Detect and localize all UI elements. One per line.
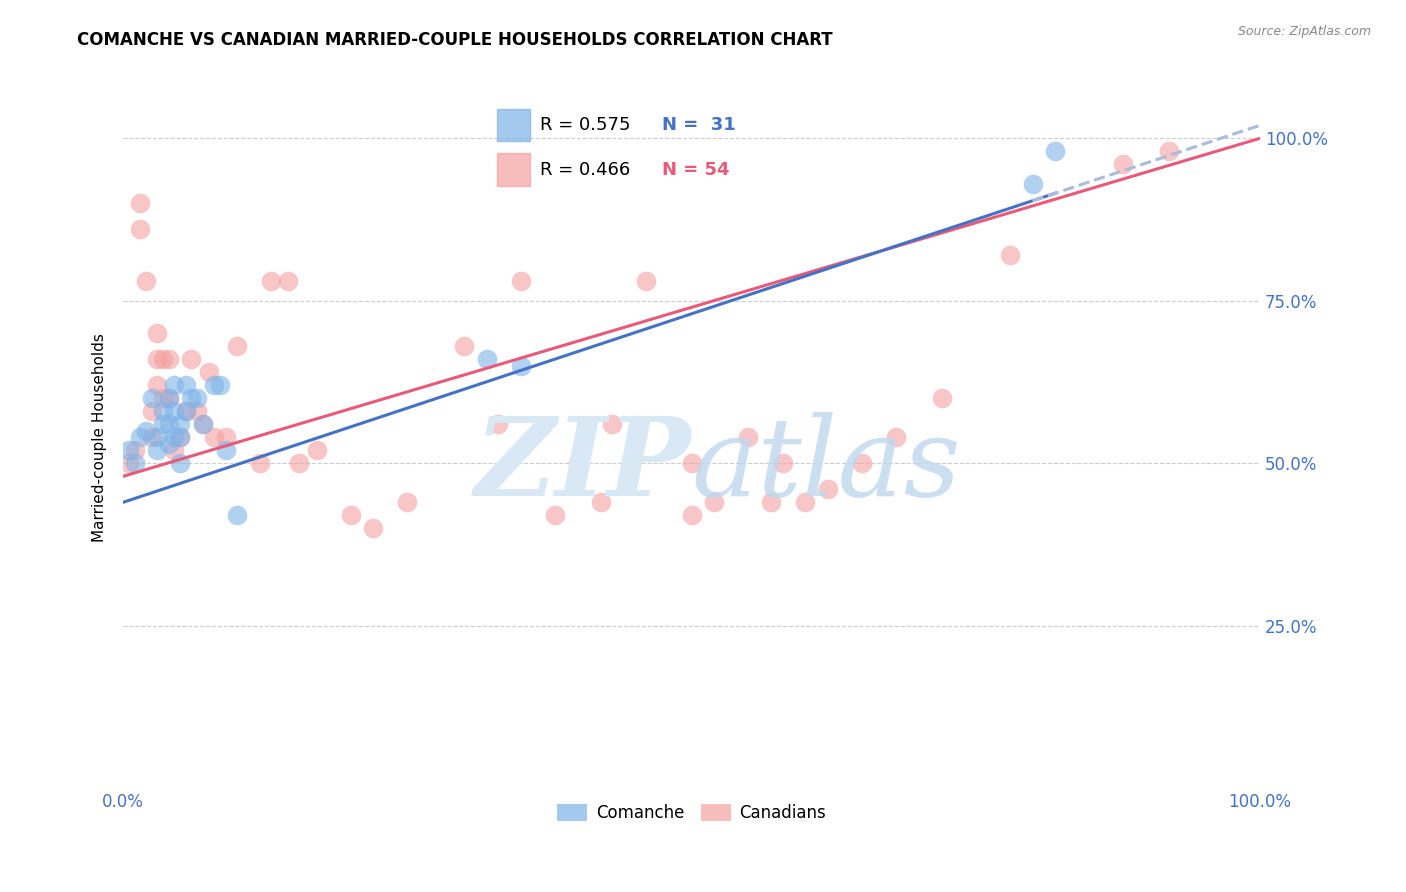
- Point: [681, 456, 703, 470]
- Point: [118, 443, 141, 458]
- Point: [129, 196, 152, 211]
- Point: [174, 404, 197, 418]
- Text: atlas: atlas: [692, 411, 962, 519]
- Point: [1021, 177, 1043, 191]
- Point: [202, 430, 225, 444]
- Point: [124, 456, 146, 470]
- Point: [186, 404, 208, 418]
- Point: [226, 508, 249, 523]
- Point: [146, 443, 169, 458]
- Point: [146, 378, 169, 392]
- Point: [163, 443, 186, 458]
- Point: [884, 430, 907, 444]
- Point: [681, 508, 703, 523]
- Point: [169, 417, 191, 432]
- Point: [305, 443, 328, 458]
- Point: [180, 392, 202, 406]
- Point: [152, 392, 174, 406]
- Point: [214, 443, 236, 458]
- Point: [191, 417, 214, 432]
- Point: [817, 483, 839, 497]
- Point: [129, 430, 152, 444]
- Point: [157, 392, 180, 406]
- Point: [396, 495, 419, 509]
- Point: [146, 352, 169, 367]
- Point: [1045, 145, 1067, 159]
- Point: [226, 339, 249, 353]
- Point: [129, 222, 152, 236]
- Point: [737, 430, 759, 444]
- Point: [486, 417, 509, 432]
- Point: [197, 365, 219, 379]
- Point: [157, 352, 180, 367]
- Point: [152, 352, 174, 367]
- Text: Source: ZipAtlas.com: Source: ZipAtlas.com: [1237, 25, 1371, 38]
- Point: [169, 456, 191, 470]
- Point: [141, 404, 163, 418]
- Point: [759, 495, 782, 509]
- Point: [339, 508, 361, 523]
- Point: [260, 274, 283, 288]
- Point: [191, 417, 214, 432]
- Point: [998, 248, 1021, 262]
- Point: [169, 430, 191, 444]
- Point: [1157, 145, 1180, 159]
- Point: [510, 359, 533, 373]
- Point: [174, 378, 197, 392]
- Point: [152, 417, 174, 432]
- Y-axis label: Married-couple Households: Married-couple Households: [93, 333, 107, 541]
- Point: [146, 430, 169, 444]
- Point: [202, 378, 225, 392]
- Point: [146, 326, 169, 341]
- Text: ZIP: ZIP: [475, 411, 692, 519]
- Point: [152, 404, 174, 418]
- Point: [141, 392, 163, 406]
- Point: [135, 424, 157, 438]
- Point: [772, 456, 794, 470]
- Point: [600, 417, 623, 432]
- Point: [277, 274, 299, 288]
- Point: [186, 392, 208, 406]
- Point: [157, 417, 180, 432]
- Point: [510, 274, 533, 288]
- Point: [931, 392, 953, 406]
- Point: [636, 274, 658, 288]
- Point: [180, 352, 202, 367]
- Legend: Comanche, Canadians: Comanche, Canadians: [551, 797, 832, 829]
- Point: [157, 437, 180, 451]
- Point: [124, 443, 146, 458]
- Point: [174, 404, 197, 418]
- Point: [363, 521, 385, 535]
- Point: [118, 456, 141, 470]
- Point: [475, 352, 498, 367]
- Point: [163, 404, 186, 418]
- Point: [703, 495, 725, 509]
- Point: [453, 339, 475, 353]
- Point: [163, 430, 186, 444]
- Point: [794, 495, 817, 509]
- Text: COMANCHE VS CANADIAN MARRIED-COUPLE HOUSEHOLDS CORRELATION CHART: COMANCHE VS CANADIAN MARRIED-COUPLE HOUS…: [77, 31, 832, 49]
- Point: [589, 495, 612, 509]
- Point: [544, 508, 567, 523]
- Point: [135, 274, 157, 288]
- Point: [157, 392, 180, 406]
- Point: [163, 378, 186, 392]
- Point: [141, 430, 163, 444]
- Point: [169, 430, 191, 444]
- Point: [288, 456, 311, 470]
- Point: [249, 456, 271, 470]
- Point: [208, 378, 231, 392]
- Point: [851, 456, 873, 470]
- Point: [214, 430, 236, 444]
- Point: [567, 456, 589, 470]
- Point: [1112, 157, 1135, 171]
